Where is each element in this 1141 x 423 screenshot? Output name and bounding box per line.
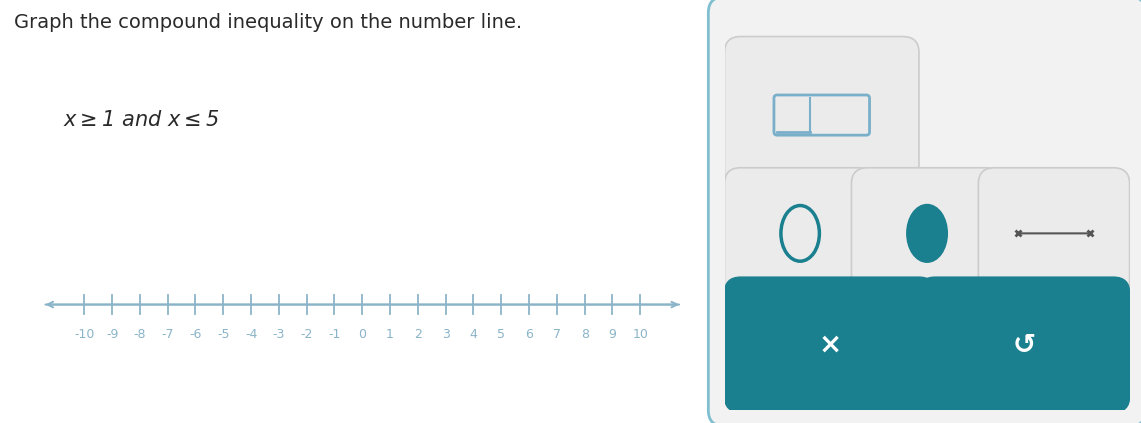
FancyBboxPatch shape [725, 277, 936, 412]
Text: -9: -9 [106, 328, 119, 341]
FancyBboxPatch shape [851, 168, 1003, 299]
FancyBboxPatch shape [709, 0, 1141, 423]
Text: 6: 6 [525, 328, 533, 341]
Text: 8: 8 [581, 328, 589, 341]
Text: -8: -8 [133, 328, 146, 341]
Text: 4: 4 [470, 328, 477, 341]
Text: -6: -6 [189, 328, 202, 341]
Text: -10: -10 [74, 328, 95, 341]
Text: 5: 5 [497, 328, 505, 341]
Text: -7: -7 [161, 328, 173, 341]
Text: ×: × [818, 331, 841, 359]
Text: 1: 1 [386, 328, 394, 341]
Text: 10: 10 [632, 328, 648, 341]
Text: Graph the compound inequality on the number line.: Graph the compound inequality on the num… [14, 13, 521, 32]
Text: 9: 9 [608, 328, 616, 341]
Text: -5: -5 [217, 328, 229, 341]
Text: $x\geq$1 and $x\leq$5: $x\geq$1 and $x\leq$5 [63, 110, 219, 130]
Text: 0: 0 [358, 328, 366, 341]
Text: ↺: ↺ [1013, 331, 1036, 359]
FancyBboxPatch shape [725, 36, 919, 188]
Text: -1: -1 [329, 328, 341, 341]
FancyBboxPatch shape [919, 277, 1130, 412]
Text: -4: -4 [245, 328, 257, 341]
Text: 3: 3 [442, 328, 450, 341]
Text: -3: -3 [273, 328, 285, 341]
FancyBboxPatch shape [725, 168, 876, 299]
FancyBboxPatch shape [978, 168, 1130, 299]
Text: 7: 7 [553, 328, 561, 341]
Text: -2: -2 [300, 328, 313, 341]
Ellipse shape [908, 206, 946, 261]
Text: 2: 2 [414, 328, 422, 341]
